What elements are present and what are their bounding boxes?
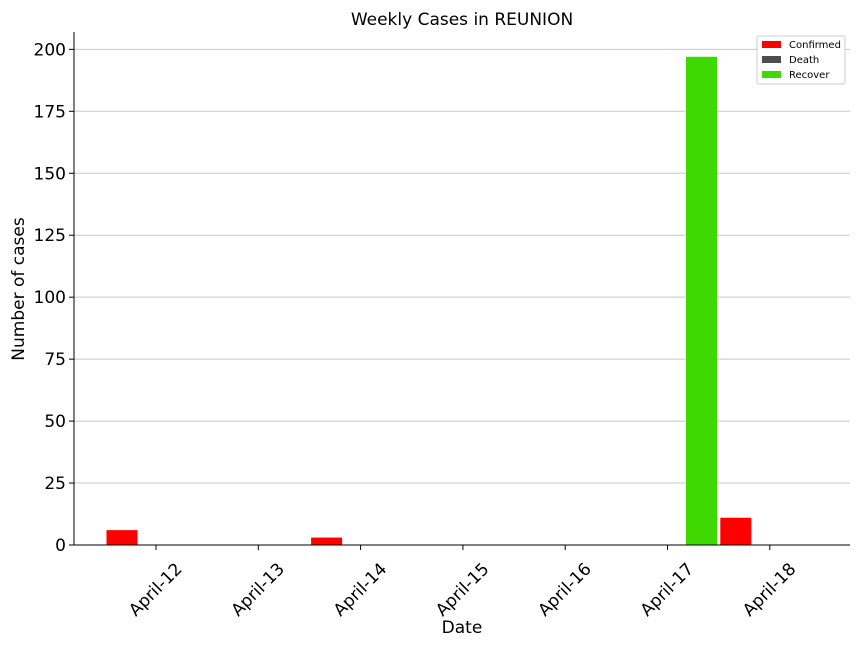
x-tick-label: April-16 (534, 559, 595, 620)
chart-title: Weekly Cases in REUNION (351, 10, 573, 30)
x-axis-label: Date (442, 618, 483, 638)
y-ticks: 0 25 50 75 100 125 150 175 200 (34, 40, 74, 556)
legend-swatch-confirmed (762, 41, 781, 48)
bar-recover (686, 56, 717, 546)
y-tick-label: 100 (34, 288, 66, 308)
legend-label-recover: Recover (789, 70, 830, 81)
legend-swatch-death (762, 56, 781, 63)
gridlines (74, 48, 850, 484)
y-tick-label: 0 (55, 536, 66, 556)
x-tick-label: April-14 (330, 559, 391, 620)
x-tick-label: April-13 (228, 559, 289, 620)
x-tick-label: April-18 (739, 559, 800, 620)
x-tick-label: April-17 (637, 559, 698, 620)
legend-label-confirmed: Confirmed (789, 40, 841, 51)
legend-label-death: Death (789, 55, 819, 66)
legend-swatch-recover (762, 71, 781, 78)
x-tick-label: April-15 (432, 559, 493, 620)
y-tick-label: 25 (44, 474, 66, 494)
x-tick-label: April-12 (125, 559, 186, 620)
bar-confirmed (311, 537, 343, 545)
bar-confirmed (720, 517, 752, 545)
y-tick-label: 200 (34, 40, 66, 60)
legend: Confirmed Death Recover (756, 35, 846, 85)
y-tick-label: 75 (44, 350, 66, 370)
y-tick-label: 150 (34, 164, 66, 184)
bar-confirmed (106, 530, 138, 545)
y-axis-label: Number of cases (9, 217, 29, 361)
axes (73, 32, 850, 546)
y-tick-label: 50 (44, 412, 66, 432)
bars (106, 56, 752, 546)
x-ticks: April-12 April-13 April-14 April-15 April-16… (125, 545, 800, 621)
y-tick-label: 175 (34, 102, 66, 122)
y-tick-label: 125 (34, 226, 66, 246)
